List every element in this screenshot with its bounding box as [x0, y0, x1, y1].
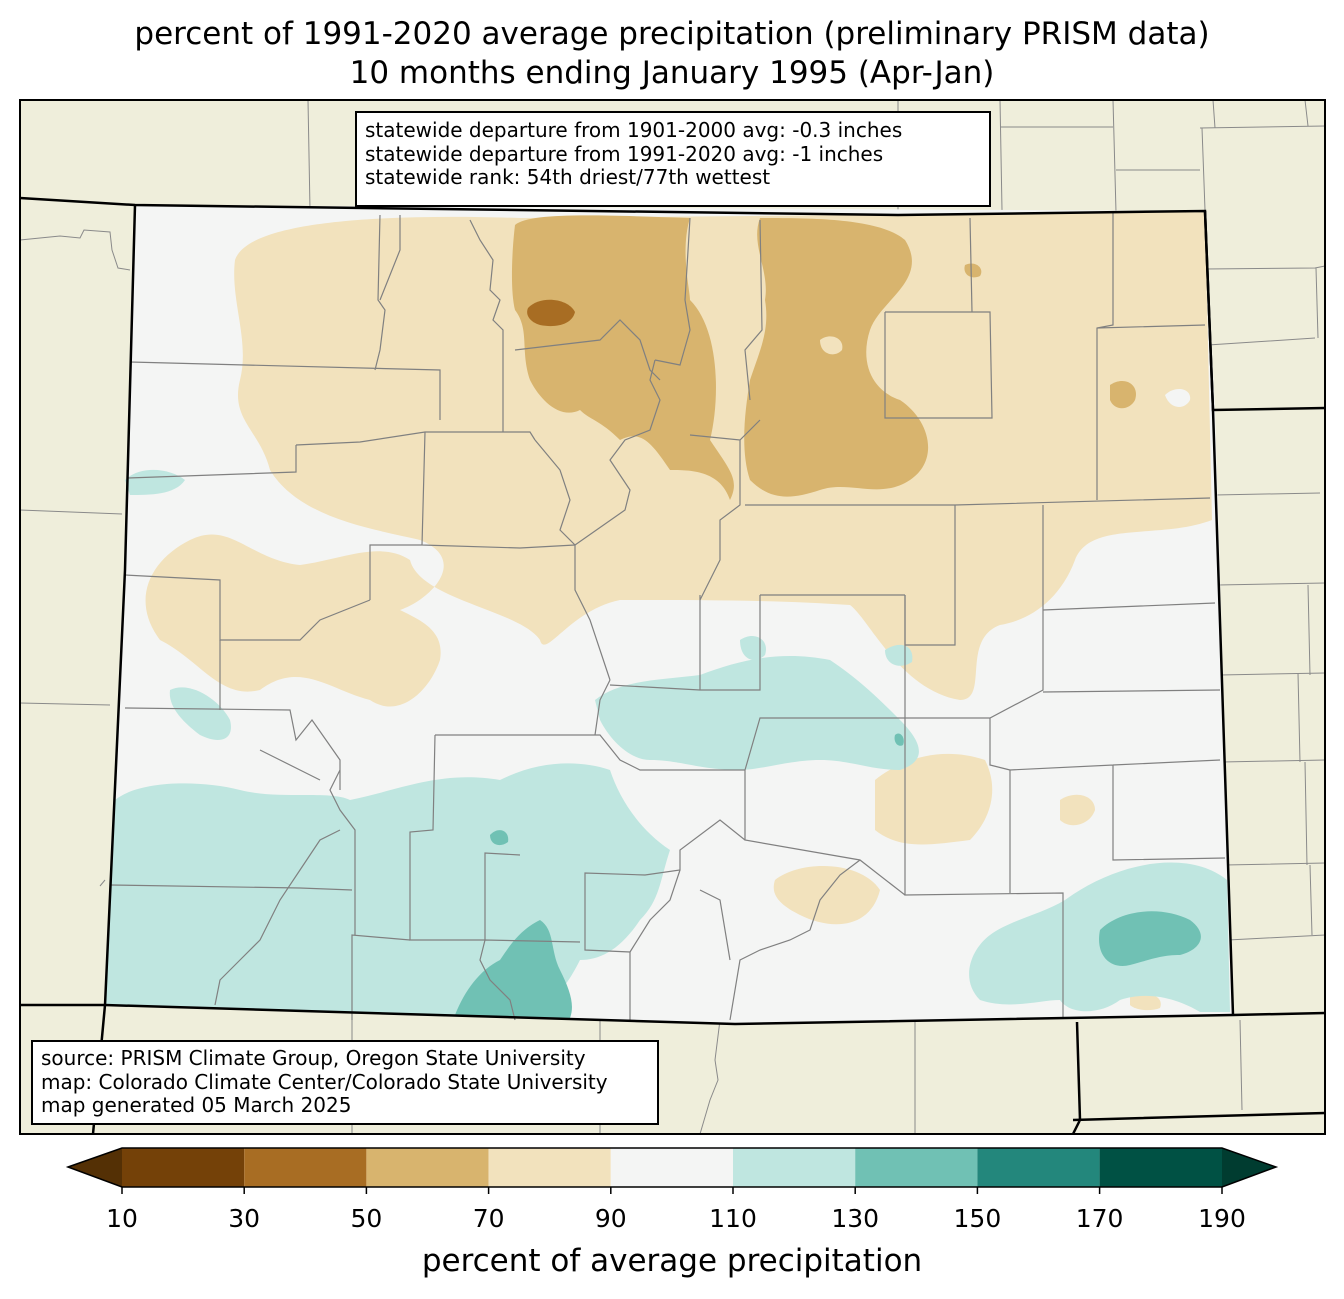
colorbar-bin-130-150	[855, 1148, 978, 1187]
colorbar-tick-label: 90	[594, 1204, 627, 1233]
colorbar-tick-label: 50	[350, 1204, 383, 1233]
source-line: source: PRISM Climate Group, Oregon Stat…	[41, 1046, 586, 1070]
stats-departure-1901-2000: statewide departure from 1901-2000 avg: …	[365, 118, 903, 142]
colorbar-bin-30-50	[244, 1148, 367, 1187]
generated-date-line: map generated 05 March 2025	[41, 1093, 352, 1117]
source-box: source: PRISM Climate Group, Oregon Stat…	[31, 1040, 659, 1125]
colorbar-ticks	[121, 1187, 1223, 1194]
colorbar-tick-label: 10	[106, 1204, 138, 1233]
colorbar	[65, 1147, 1279, 1194]
neighbor-boundaries	[19, 99, 1326, 1135]
colorbar-tick-label: 130	[831, 1204, 880, 1233]
colorbar-bin-90-110	[610, 1148, 733, 1187]
colorbar-bin-70-90	[488, 1148, 611, 1187]
map-title-line1: percent of 1991-2020 average precipitati…	[134, 16, 1210, 52]
colorbar-bin-170-190	[1099, 1148, 1222, 1187]
map-title-line2: 10 months ending January 1995 (Apr-Jan)	[349, 55, 995, 91]
statewide-stats-box: statewide departure from 1901-2000 avg: …	[355, 111, 991, 207]
colorbar-bin-150-170	[977, 1148, 1100, 1187]
colorbar-label: percent of average precipitation	[421, 1243, 923, 1279]
colorbar-tick-label: 30	[228, 1204, 261, 1233]
colorbar-bin-10-30	[122, 1148, 245, 1187]
colorbar-over-arrow	[1222, 1148, 1276, 1187]
colorbar-tick-label: 170	[1075, 1204, 1124, 1233]
stats-departure-1991-2020: statewide departure from 1991-2020 avg: …	[365, 141, 884, 166]
map-credit-line: map: Colorado Climate Center/Colorado St…	[41, 1069, 608, 1094]
colorbar-tick-label: 150	[953, 1204, 1002, 1233]
colorbar-bin-50-70	[366, 1148, 489, 1187]
colorbar-under-arrow	[68, 1148, 122, 1187]
colorbar-tick-label: 70	[472, 1204, 505, 1233]
county-boundaries	[109, 212, 1226, 1021]
stats-rank: statewide rank: 54th driest/77th wettest	[365, 165, 771, 189]
map-frame	[19, 99, 1326, 1135]
colorbar-tick-label: 190	[1198, 1204, 1246, 1233]
colorbar-tick-label: 110	[709, 1204, 757, 1233]
colorbar-bin-110-130	[733, 1148, 856, 1187]
